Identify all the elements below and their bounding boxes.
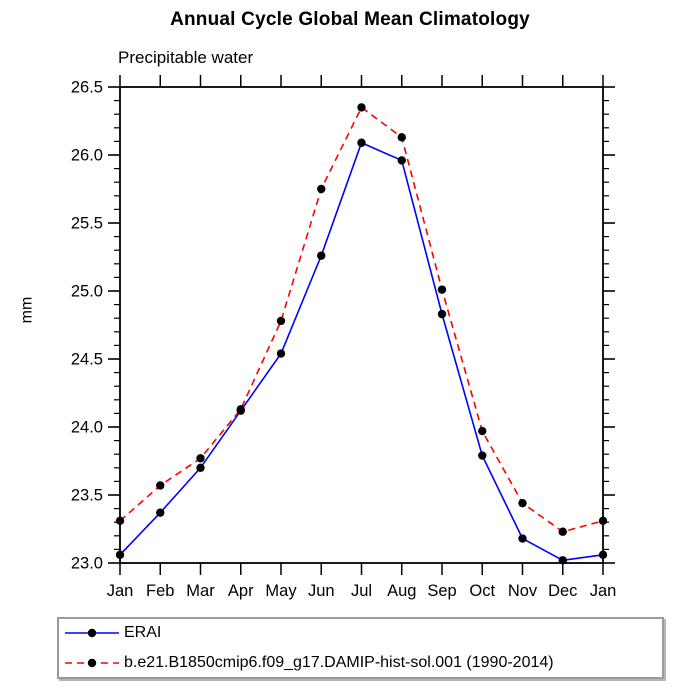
model-data-point-marker xyxy=(437,285,447,294)
x-axis-tick-label: Dec xyxy=(548,582,577,600)
model-data-point-marker xyxy=(518,498,527,508)
y-axis-tick-label: 26.5 xyxy=(71,79,103,97)
model-data-point-marker xyxy=(276,316,286,326)
erai-data-point-marker xyxy=(196,463,205,472)
y-axis-tick-label: 23.0 xyxy=(71,555,103,573)
erai-data-point-marker xyxy=(558,556,567,565)
model-data-point-marker xyxy=(196,454,205,463)
y-axis-tick-label: 25.0 xyxy=(71,283,103,301)
model-data-point-marker xyxy=(397,133,406,142)
erai-data-point-marker xyxy=(317,251,326,260)
erai-line xyxy=(119,141,604,562)
legend-marker-icon xyxy=(87,628,97,638)
erai-data-point-marker xyxy=(115,550,125,560)
legend-sample-model xyxy=(65,658,119,668)
erai-data-point-marker xyxy=(156,508,165,517)
y-axis-tick-label: 25.5 xyxy=(71,215,103,233)
x-axis-tick-label: Jan xyxy=(590,582,617,600)
x-axis-tick-label: Jan xyxy=(107,582,134,600)
model-data-point-marker xyxy=(478,426,487,436)
erai-data-point-marker xyxy=(518,534,527,543)
x-axis-tick-label: May xyxy=(265,582,297,600)
erai-data-point-marker xyxy=(397,156,406,165)
legend-label-erai: ERAI xyxy=(124,624,162,641)
legend: ERAI b.e21.B1850cmip6.f09_g17.DAMIP-hist… xyxy=(57,617,664,679)
erai-data-point-marker xyxy=(598,550,608,560)
erai-data-point-marker xyxy=(478,451,487,460)
erai-data-point-marker xyxy=(437,309,447,319)
x-axis-tick-label: Jun xyxy=(308,582,335,600)
model-data-point-marker xyxy=(598,516,608,526)
chart-subtitle: Precipitable water xyxy=(118,48,254,67)
model-line xyxy=(119,106,604,533)
model-data-point-marker xyxy=(357,103,366,112)
legend-marker-icon xyxy=(87,658,97,668)
x-axis-tick-label: Feb xyxy=(146,582,174,600)
legend-row-model: b.e21.B1850cmip6.f09_g17.DAMIP-hist-sol.… xyxy=(63,650,662,676)
x-axis-tick-label: Aug xyxy=(387,582,416,600)
model-data-point-marker xyxy=(236,405,245,414)
erai-data-point-marker xyxy=(276,349,286,358)
x-axis-tick-label: Jul xyxy=(351,582,372,600)
x-axis-tick-label: Apr xyxy=(228,582,254,600)
y-axis-tick-label: 23.5 xyxy=(71,487,103,505)
plot-frame xyxy=(119,86,604,564)
model-data-point-marker xyxy=(558,527,567,536)
x-axis-tick-label: Mar xyxy=(186,582,215,600)
model-data-point-marker xyxy=(317,184,326,194)
legend-row-erai: ERAI xyxy=(63,620,662,646)
y-axis-tick-label: 26.0 xyxy=(71,147,103,165)
legend-sample-erai xyxy=(65,628,119,638)
model-data-point-marker xyxy=(156,481,165,490)
plot-area: 23.0 23.5 24.0 24.5 25.0 25.5 26.0 26.5 Jan Feb Ma… xyxy=(71,75,617,600)
legend-label-model: b.e21.B1850cmip6.f09_g17.DAMIP-hist-sol.… xyxy=(124,654,554,671)
erai-data-point-marker xyxy=(357,138,366,147)
chart-title: Annual Cycle Global Mean Climatology xyxy=(170,9,530,30)
x-axis-tick-label: Oct xyxy=(469,582,495,600)
x-axis-tick-label: Nov xyxy=(508,582,538,600)
x-axis-tick-label: Sep xyxy=(427,582,456,600)
y-axis-tick-label: 24.5 xyxy=(71,351,103,369)
y-axis-tick-label: 24.0 xyxy=(71,419,103,437)
model-data-point-marker xyxy=(115,516,125,526)
